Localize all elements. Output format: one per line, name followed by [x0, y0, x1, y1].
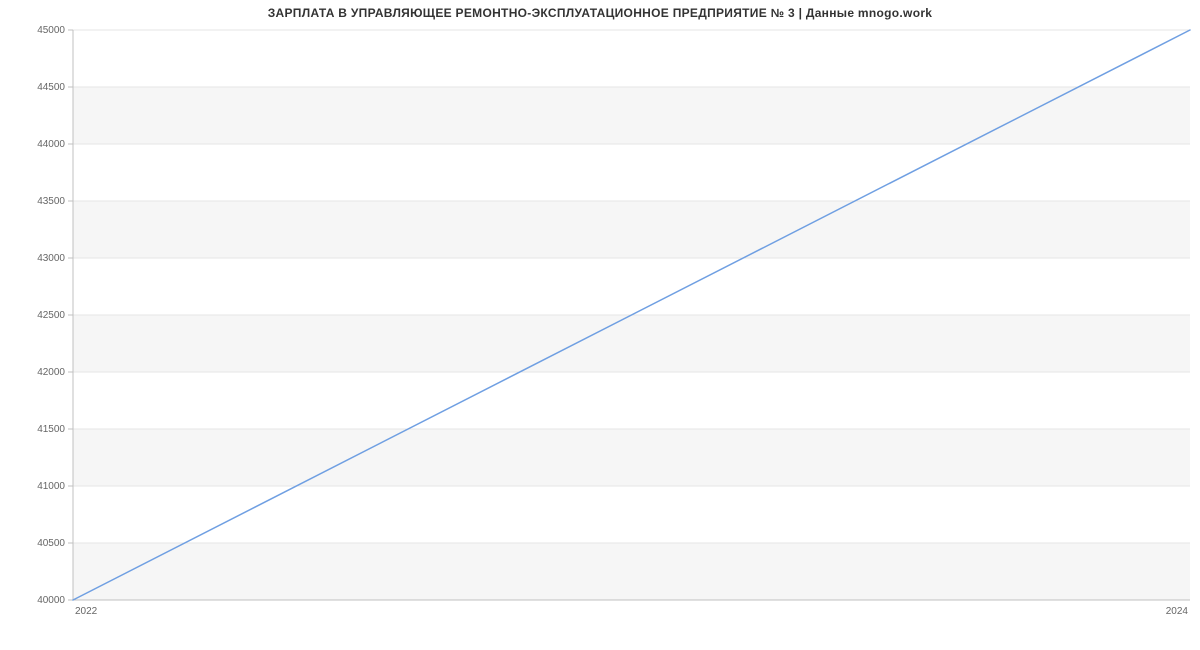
grid-band: [73, 201, 1190, 258]
y-tick-label: 40500: [37, 538, 65, 549]
x-tick-label: 2024: [1166, 606, 1189, 617]
y-tick-label: 45000: [37, 25, 65, 36]
y-tick-label: 44500: [37, 82, 65, 93]
y-tick-label: 43000: [37, 253, 65, 264]
x-tick-label: 2022: [75, 606, 98, 617]
grid-band: [73, 30, 1190, 87]
grid-band: [73, 144, 1190, 201]
chart-svg: 40000 40500 41000 41500 42000 42500 43000 43500…: [0, 0, 1200, 650]
grid-band: [73, 429, 1190, 486]
y-tick-label: 41500: [37, 424, 65, 435]
salary-line-chart: ЗАРПЛАТА В УПРАВЛЯЮЩЕЕ РЕМОНТНО-ЭКСПЛУАТ…: [0, 0, 1200, 650]
grid-band: [73, 258, 1190, 315]
y-tick-label: 43500: [37, 196, 65, 207]
y-tick-label: 42500: [37, 310, 65, 321]
grid-band: [73, 315, 1190, 372]
y-tick-label: 42000: [37, 367, 65, 378]
grid-band: [73, 543, 1190, 600]
y-tick-label: 40000: [37, 595, 65, 606]
y-tick-label: 44000: [37, 139, 65, 150]
y-tick-label: 41000: [37, 481, 65, 492]
grid-band: [73, 372, 1190, 429]
